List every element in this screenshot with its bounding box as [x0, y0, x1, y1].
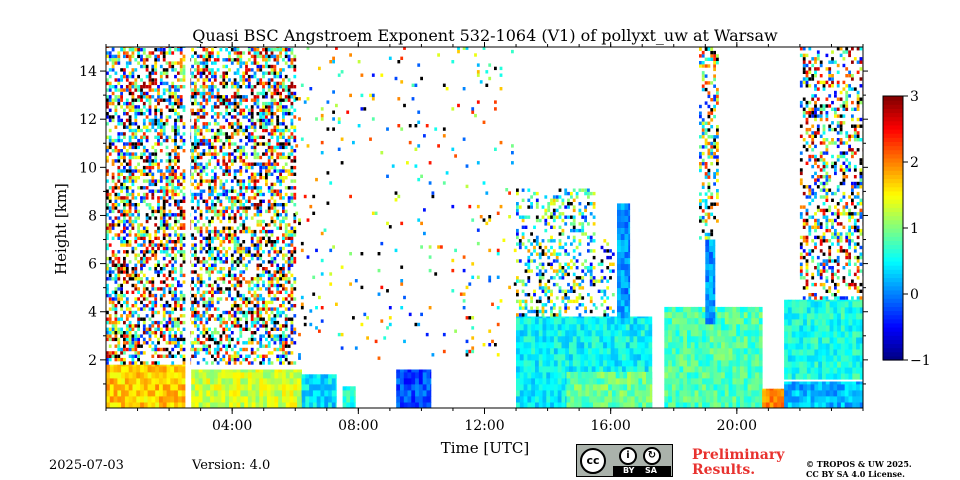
data-gap-2 [659, 47, 662, 408]
heatmap-region-1 [191, 369, 302, 408]
colorbar-tick-label-1: 0 [910, 287, 919, 303]
cc-tag-by: BY [623, 466, 635, 475]
x-tick-label-1: 08:00 [338, 418, 378, 434]
noise-layer-1 [295, 47, 517, 360]
heatmap-region-11 [784, 299, 863, 380]
by-icon: i [619, 447, 637, 465]
colorbar: −1 0 1 2 3 [882, 89, 931, 369]
heatmap-region-9 [705, 239, 716, 325]
y-axis-label: Height [km] [52, 183, 70, 275]
heatmap-region-8 [617, 203, 631, 325]
version-label: Version: 4.0 [192, 458, 271, 473]
heatmap-region-3 [342, 386, 356, 408]
heatmap-region-6 [566, 371, 653, 408]
copyright-line-2: CC BY SA 4.0 License. [806, 469, 905, 479]
x-tick-label-0: 04:00 [212, 418, 252, 434]
noise-layer-4 [699, 47, 719, 240]
copyright-line-1: © TROPOS & UW 2025. [806, 459, 912, 469]
x-tick-label-4: 20:00 [717, 418, 757, 434]
x-tick-label-3: 16:00 [590, 418, 630, 434]
sa-icon: ↻ [643, 447, 661, 465]
cc-by-sa-icon: cc i ↻ BY SA [576, 444, 673, 477]
colorbar-tick-label-2: 1 [910, 221, 919, 237]
preliminary-line-2: Results. [692, 462, 756, 478]
colorbar-tick-label-3: 2 [910, 155, 919, 171]
heatmap-region-2 [301, 374, 337, 408]
heatmap-region-12 [784, 381, 863, 408]
x-tick-label-2: 12:00 [464, 418, 504, 434]
colorbar-tick-label-4: 3 [910, 89, 919, 105]
data-gap-1 [652, 47, 657, 408]
heatmap-region-10 [762, 388, 785, 408]
noise-layer-5 [799, 47, 863, 300]
y-tick-label-6: 14 [79, 64, 97, 80]
noise-layer-0 [106, 47, 297, 365]
y-tick-label-0: 2 [88, 353, 97, 369]
heatmap-region-0 [106, 364, 186, 408]
y-tick-label-5: 12 [79, 112, 97, 128]
y-tick-label-2: 6 [88, 257, 97, 273]
copyright-label: © TROPOS & UW 2025. CC BY SA 4.0 License… [806, 459, 912, 479]
heatmap-region-7 [664, 306, 763, 408]
y-tick-label-3: 8 [88, 208, 97, 224]
y-tick-label-1: 4 [88, 305, 97, 321]
axes: 04:00 08:00 12:00 16:00 20:00 2 4 6 8 10 12 14 [79, 42, 868, 434]
cc-tag-sa: SA [645, 466, 657, 475]
noise-layer-3 [594, 239, 615, 317]
y-tick-label-4: 10 [79, 160, 97, 176]
preliminary-line-1: Preliminary [692, 447, 785, 463]
data-gap-0 [185, 47, 191, 408]
date-label: 2025-07-03 [49, 458, 124, 473]
preliminary-results-label: Preliminary Results. [692, 448, 784, 478]
heatmap-region-4 [396, 369, 432, 408]
heatmap-plot-area [106, 47, 863, 408]
chart-title: Quasi BSC Angstroem Exponent 532-1064 (V… [192, 26, 778, 45]
colorbar-tick-label-0: −1 [910, 353, 931, 369]
noise-layer-2 [516, 188, 596, 317]
x-axis-label: Time [UTC] [441, 439, 530, 457]
cc-icon: cc [580, 448, 606, 474]
